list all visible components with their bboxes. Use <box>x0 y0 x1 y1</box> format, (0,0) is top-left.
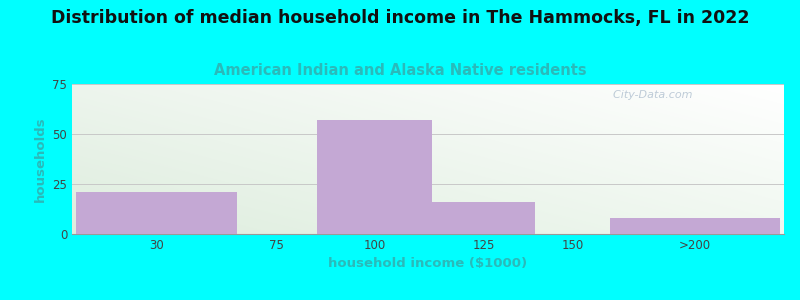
Bar <box>77 192 237 234</box>
Text: American Indian and Alaska Native residents: American Indian and Alaska Native reside… <box>214 63 586 78</box>
Y-axis label: households: households <box>34 116 46 202</box>
X-axis label: household income ($1000): household income ($1000) <box>329 257 527 270</box>
Text: City-Data.com: City-Data.com <box>606 90 693 100</box>
Bar <box>433 202 535 234</box>
Bar <box>610 218 779 234</box>
Text: Distribution of median household income in The Hammocks, FL in 2022: Distribution of median household income … <box>50 9 750 27</box>
Bar <box>317 120 433 234</box>
